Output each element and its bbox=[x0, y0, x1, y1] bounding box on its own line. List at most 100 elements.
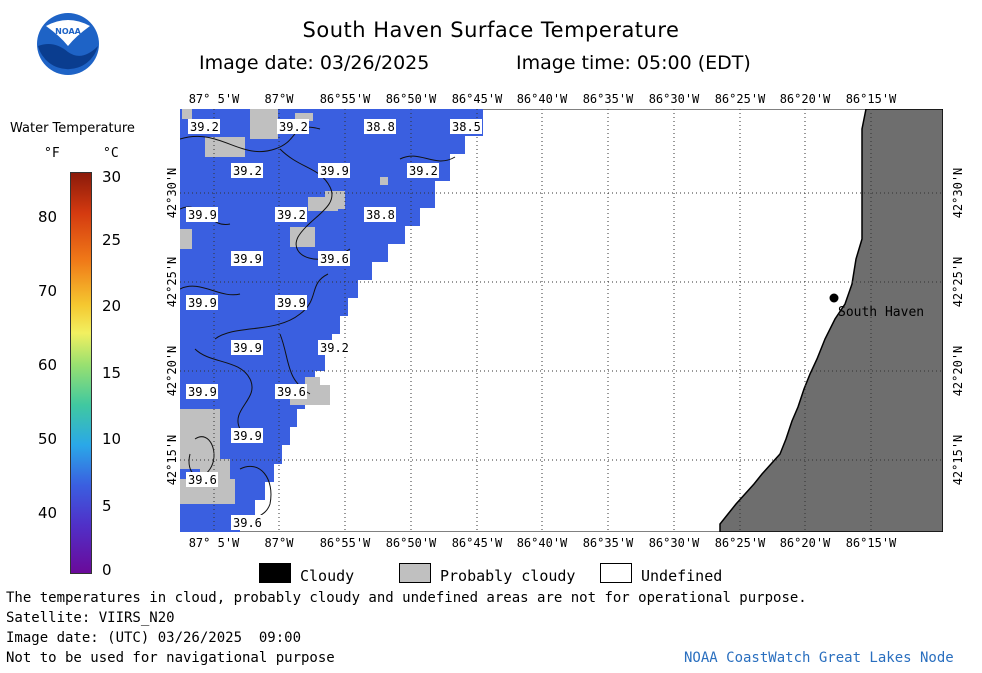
colorbar-c-tick: 5 bbox=[102, 497, 112, 515]
map: South Haven 39.2 39.2 38.8 38.5 39.2 39.… bbox=[180, 109, 943, 532]
svg-text:39.6: 39.6 bbox=[320, 252, 349, 266]
temp-label: 39.9 bbox=[186, 384, 218, 399]
temp-label: 39.9 bbox=[275, 295, 307, 310]
temp-label: 39.2 bbox=[231, 163, 263, 178]
colorbar-c-tick: 25 bbox=[102, 231, 122, 249]
lon-label-top: 86°55'W bbox=[319, 92, 371, 106]
lat-label-right: 42°15'N bbox=[951, 434, 965, 486]
lon-label-top: 87°W bbox=[264, 92, 294, 106]
svg-text:39.6: 39.6 bbox=[233, 516, 262, 530]
colorbar-f-tick: 80 bbox=[38, 208, 58, 226]
colorbar-unit-c: °C bbox=[103, 146, 119, 161]
colorbar-c-tick: 20 bbox=[102, 297, 122, 315]
lon-label-top: 86°30'W bbox=[648, 92, 700, 106]
land bbox=[719, 109, 943, 532]
temp-label: 39.9 bbox=[231, 251, 263, 266]
svg-text:39.9: 39.9 bbox=[233, 252, 262, 266]
lon-label-bottom: 87° 5'W bbox=[188, 536, 240, 550]
temp-label: 39.6 bbox=[186, 472, 218, 487]
credit-text: NOAA CoastWatch Great Lakes Node bbox=[684, 650, 954, 666]
lon-label-bottom: 86°15'W bbox=[845, 536, 897, 550]
svg-text:39.6: 39.6 bbox=[277, 385, 306, 399]
image-time: Image time: 05:00 (EDT) bbox=[516, 52, 751, 74]
page-title: South Haven Surface Temperature bbox=[302, 18, 680, 42]
water-region bbox=[180, 109, 483, 532]
city-marker bbox=[829, 293, 839, 303]
svg-text:39.9: 39.9 bbox=[277, 296, 306, 310]
lat-label-right: 42°30'N bbox=[951, 167, 965, 219]
svg-text:NOAA: NOAA bbox=[55, 27, 81, 36]
lon-label-bottom: 86°55'W bbox=[319, 536, 371, 550]
colorbar-f-tick: 40 bbox=[38, 504, 58, 522]
lon-label-bottom: 86°40'W bbox=[516, 536, 568, 550]
lon-label-top: 86°15'W bbox=[845, 92, 897, 106]
svg-text:38.5: 38.5 bbox=[452, 120, 481, 134]
svg-text:39.2: 39.2 bbox=[277, 208, 306, 222]
lon-label-bottom: 86°25'W bbox=[714, 536, 766, 550]
svg-text:38.8: 38.8 bbox=[366, 208, 395, 222]
lat-label-left: 42°20'N bbox=[165, 345, 179, 397]
nav-warning-text: Not to be used for navigational purpose bbox=[6, 650, 335, 666]
colorbar-f-tick: 50 bbox=[38, 430, 58, 448]
temp-label: 39.2 bbox=[407, 163, 439, 178]
temp-label: 39.9 bbox=[318, 163, 350, 178]
colorbar bbox=[70, 172, 92, 574]
temp-label: 39.2 bbox=[318, 340, 350, 355]
temp-label: 39.2 bbox=[277, 119, 309, 134]
lon-label-bottom: 87°W bbox=[264, 536, 294, 550]
temp-label: 39.6 bbox=[275, 384, 307, 399]
svg-text:39.2: 39.2 bbox=[190, 120, 219, 134]
colorbar-unit-f: °F bbox=[44, 146, 60, 161]
svg-text:39.9: 39.9 bbox=[233, 429, 262, 443]
lat-label-left: 42°30'N bbox=[165, 167, 179, 219]
lon-label-top: 86°20'W bbox=[779, 92, 831, 106]
colorbar-title: Water Temperature bbox=[10, 121, 135, 136]
temp-label: 39.9 bbox=[231, 428, 263, 443]
colorbar-c-tick: 30 bbox=[102, 168, 122, 186]
temp-label: 39.2 bbox=[188, 119, 220, 134]
svg-text:39.2: 39.2 bbox=[409, 164, 438, 178]
city-label: South Haven bbox=[838, 305, 924, 320]
lon-label-top: 86°50'W bbox=[385, 92, 437, 106]
graticule bbox=[180, 109, 943, 532]
colorbar-f-tick: 70 bbox=[38, 282, 58, 300]
legend-cloudy-swatch bbox=[259, 563, 291, 583]
svg-text:39.2: 39.2 bbox=[320, 341, 349, 355]
lon-label-bottom: 86°50'W bbox=[385, 536, 437, 550]
lat-label-left: 42°15'N bbox=[165, 434, 179, 486]
legend-undefined-label: Undefined bbox=[641, 567, 723, 585]
lon-label-bottom: 86°35'W bbox=[582, 536, 634, 550]
lon-label-bottom: 86°30'W bbox=[648, 536, 700, 550]
svg-text:39.6: 39.6 bbox=[188, 473, 217, 487]
lon-label-top: 86°45'W bbox=[451, 92, 503, 106]
lon-label-top: 86°35'W bbox=[582, 92, 634, 106]
svg-text:39.2: 39.2 bbox=[233, 164, 262, 178]
temp-label: 39.9 bbox=[186, 207, 218, 222]
colorbar-c-tick: 15 bbox=[102, 364, 122, 382]
temp-label: 39.6 bbox=[231, 515, 263, 530]
lat-label-right: 42°25'N bbox=[951, 256, 965, 308]
legend-undefined-swatch bbox=[600, 563, 632, 583]
legend-cloudy-label: Cloudy bbox=[300, 567, 355, 585]
temp-label: 39.9 bbox=[186, 295, 218, 310]
svg-text:38.8: 38.8 bbox=[366, 120, 395, 134]
temp-label: 39.9 bbox=[231, 340, 263, 355]
svg-text:39.9: 39.9 bbox=[188, 296, 217, 310]
utc-date-text: Image date: (UTC) 03/26/2025 09:00 bbox=[6, 630, 302, 646]
lon-label-top: 86°40'W bbox=[516, 92, 568, 106]
svg-text:39.9: 39.9 bbox=[188, 385, 217, 399]
lon-label-top: 87° 5'W bbox=[188, 92, 240, 106]
svg-text:39.9: 39.9 bbox=[320, 164, 349, 178]
temp-label: 38.5 bbox=[450, 119, 482, 134]
colorbar-c-tick: 10 bbox=[102, 430, 122, 448]
lon-label-bottom: 86°45'W bbox=[451, 536, 503, 550]
svg-text:39.2: 39.2 bbox=[279, 120, 308, 134]
legend-probably-cloudy-label: Probably cloudy bbox=[440, 567, 576, 585]
image-date: Image date: 03/26/2025 bbox=[199, 52, 430, 74]
svg-text:39.9: 39.9 bbox=[188, 208, 217, 222]
lon-label-top: 86°25'W bbox=[714, 92, 766, 106]
temp-label: 38.8 bbox=[364, 119, 396, 134]
noaa-logo: NOAA bbox=[36, 12, 100, 76]
legend-probably-cloudy-swatch bbox=[399, 563, 431, 583]
colorbar-f-tick: 60 bbox=[38, 356, 58, 374]
